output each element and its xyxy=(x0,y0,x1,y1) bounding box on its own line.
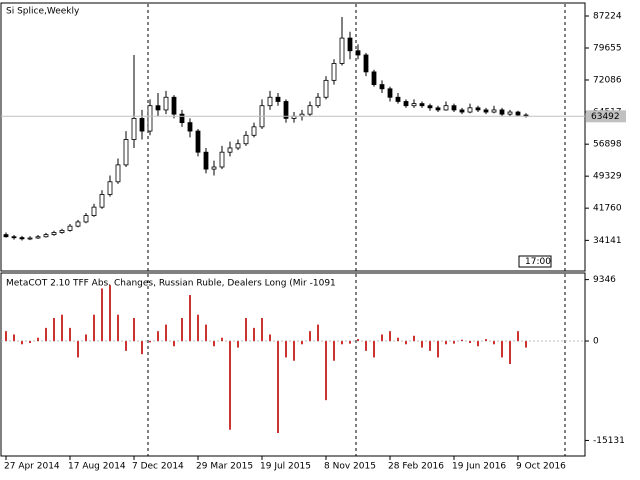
x-tick-label: 9 Oct 2016 xyxy=(516,462,566,472)
candle-body xyxy=(443,105,449,111)
candle-body xyxy=(163,96,169,111)
candle-body xyxy=(515,111,521,116)
candle-body xyxy=(43,234,49,238)
candle-body xyxy=(483,109,489,113)
candle-body xyxy=(11,236,17,239)
candle-body xyxy=(315,96,321,107)
candle-body xyxy=(379,84,385,90)
indicator-title: MetaCOT 2.10 TFF Abs. Changes, Russian R… xyxy=(6,279,336,289)
candle-body xyxy=(3,234,9,238)
candle-body xyxy=(115,164,121,183)
last-price-box xyxy=(586,110,626,123)
candle-body xyxy=(331,63,337,81)
candle-body xyxy=(131,117,137,140)
y-tick-label: 41760 xyxy=(593,204,622,214)
candle-body xyxy=(251,126,257,136)
candle-body xyxy=(91,206,97,216)
candle-body xyxy=(35,236,41,239)
candle-body xyxy=(227,147,233,153)
candle-body xyxy=(235,143,241,149)
candle-body xyxy=(499,109,505,115)
candle-body xyxy=(187,122,193,132)
time-box xyxy=(518,255,552,268)
x-tick-label: 19 Jul 2015 xyxy=(260,462,311,472)
candle-body xyxy=(59,229,65,233)
candle-body xyxy=(107,181,113,195)
candle-body xyxy=(363,54,369,73)
candle-body xyxy=(51,232,57,236)
candle-body xyxy=(75,221,81,227)
candle-body xyxy=(507,111,513,115)
candle-body xyxy=(211,166,217,170)
time-label: 17:00 xyxy=(525,257,551,267)
candle-body xyxy=(371,71,377,85)
x-tick-label: 27 Apr 2014 xyxy=(4,462,60,472)
candle-body xyxy=(435,107,441,111)
indicator-panel-frame xyxy=(0,272,586,457)
candle-body xyxy=(139,117,145,132)
candle-body xyxy=(403,101,409,107)
candle-body xyxy=(395,96,401,102)
candle-body xyxy=(171,96,177,115)
last-price-label: 63492 xyxy=(591,112,620,122)
candle-body xyxy=(307,105,313,115)
candle-body xyxy=(203,151,209,170)
candle-body xyxy=(99,194,105,208)
y-tick-label: 87224 xyxy=(593,11,622,21)
x-tick-label: 19 Jun 2016 xyxy=(452,462,506,472)
price-chart-title: Si Splice,Weekly xyxy=(6,7,80,17)
y-tick-label: 79655 xyxy=(593,43,622,53)
candle-body xyxy=(283,101,289,119)
y-tick-label: 34141 xyxy=(593,236,622,246)
x-tick-label: 17 Aug 2014 xyxy=(68,462,126,472)
candle-body xyxy=(355,50,361,56)
candle-body xyxy=(427,105,433,109)
candle-body xyxy=(19,237,25,240)
candle-body xyxy=(83,215,89,223)
candle-body xyxy=(179,113,185,124)
y-tick-label: 0 xyxy=(593,337,599,347)
candle-body xyxy=(451,105,457,111)
candle-body xyxy=(155,105,161,111)
y-tick-label: -15131 xyxy=(593,436,625,446)
candle-body xyxy=(243,134,249,145)
candle-body xyxy=(475,107,481,111)
candle-body xyxy=(419,103,425,107)
x-tick-label: 8 Nov 2015 xyxy=(324,462,376,472)
candle-body xyxy=(27,237,33,240)
x-tick-label: 28 Feb 2016 xyxy=(388,462,444,472)
candle-body xyxy=(147,105,153,132)
candle-body xyxy=(67,225,73,231)
x-tick-label: 7 Dec 2014 xyxy=(132,462,184,472)
candle-body xyxy=(219,151,225,168)
candle-body xyxy=(195,130,201,153)
y-tick-label: 9346 xyxy=(593,275,616,285)
candle-body xyxy=(339,37,345,64)
candle-body xyxy=(267,96,273,107)
y-tick-label: 49329 xyxy=(593,172,622,182)
candle-body xyxy=(347,37,353,52)
candle-body xyxy=(123,139,129,166)
price-panel-frame xyxy=(0,2,586,272)
candle-body xyxy=(323,79,329,98)
candle-body xyxy=(411,103,417,107)
candle-body xyxy=(387,88,393,98)
candle-body xyxy=(467,107,473,113)
y-tick-label: 72086 xyxy=(593,75,622,85)
candle-body xyxy=(275,96,281,102)
x-tick-label: 29 Mar 2015 xyxy=(196,462,253,472)
y-tick-label: 56898 xyxy=(593,140,622,150)
candle-body xyxy=(459,109,465,113)
candle-body xyxy=(491,109,497,113)
